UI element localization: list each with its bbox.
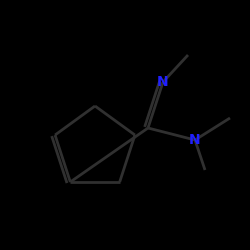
Text: N: N (157, 75, 169, 89)
Text: N: N (189, 133, 201, 147)
